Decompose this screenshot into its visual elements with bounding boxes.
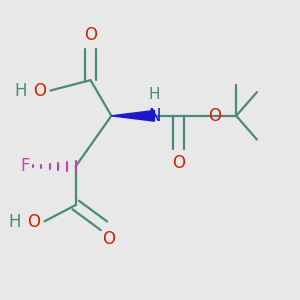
Text: O: O <box>208 107 221 125</box>
Text: O: O <box>84 26 97 44</box>
Text: O: O <box>27 213 40 231</box>
Text: O: O <box>172 154 185 172</box>
Text: F: F <box>20 157 30 175</box>
Text: O: O <box>103 230 116 248</box>
Text: H: H <box>149 87 160 102</box>
Text: O: O <box>33 82 46 100</box>
Text: H: H <box>8 213 21 231</box>
Polygon shape <box>111 110 154 121</box>
Text: H: H <box>14 82 27 100</box>
Text: N: N <box>148 107 161 125</box>
